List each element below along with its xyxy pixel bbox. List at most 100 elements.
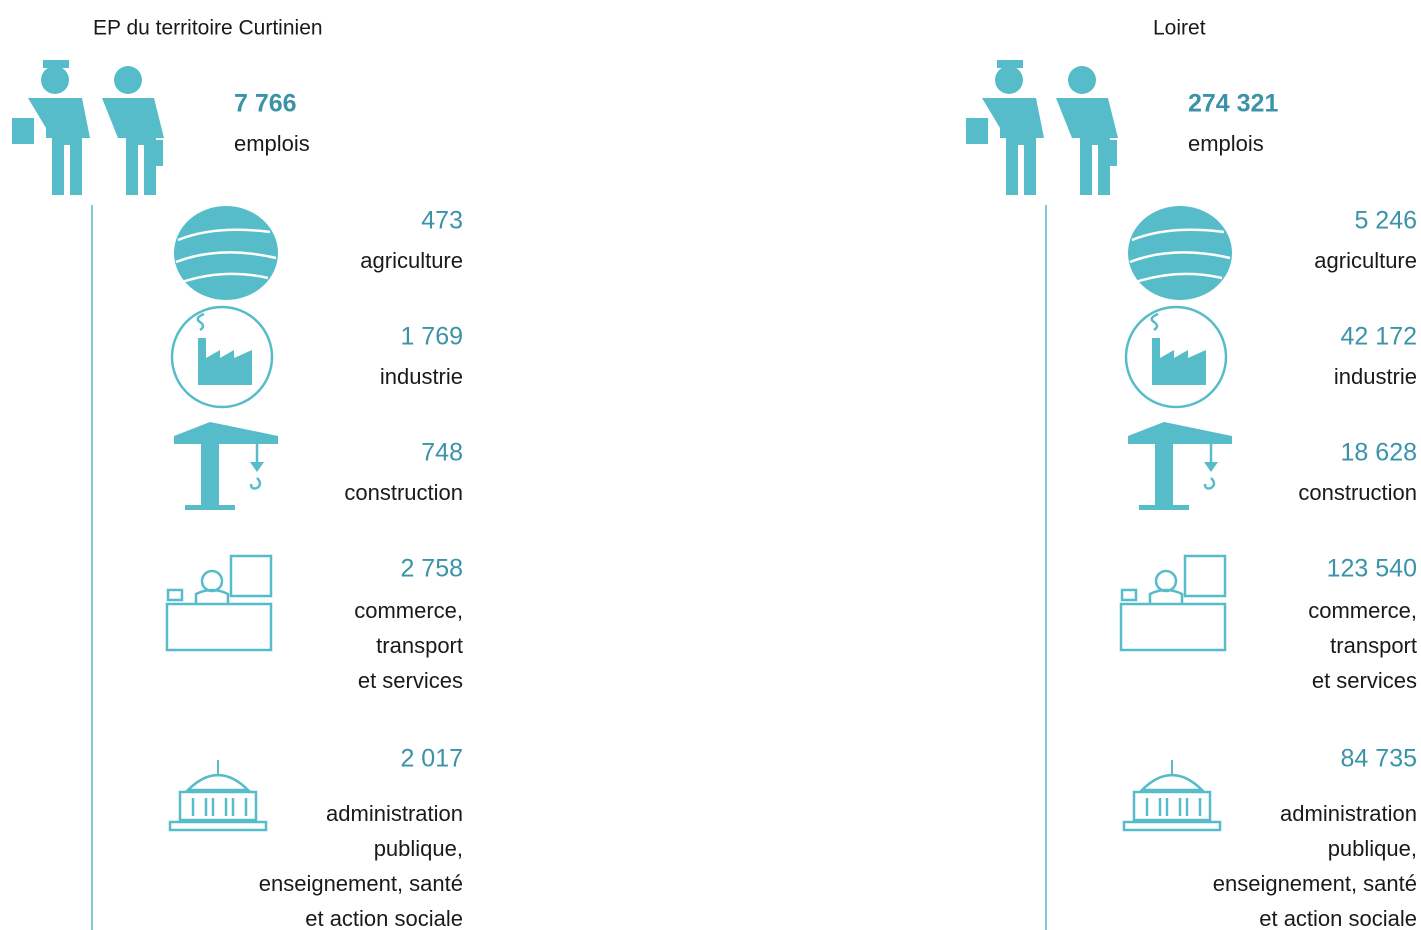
total-value: 7 766	[234, 90, 297, 118]
base	[185, 505, 235, 510]
sector-label: et services	[358, 668, 463, 693]
sector-value: 18 628	[1341, 439, 1417, 467]
panel: EP du territoire Curtinien 7 766emplois …	[12, 17, 463, 930]
head	[200, 569, 224, 593]
smoke	[196, 312, 205, 332]
administration-icon	[1122, 760, 1222, 832]
head	[995, 66, 1023, 94]
mast	[1155, 432, 1173, 505]
sector-label: enseignement, santé	[259, 871, 463, 896]
head	[1068, 66, 1096, 94]
construction-icon	[1128, 422, 1232, 510]
sector-label: et action sociale	[1259, 906, 1417, 930]
dome	[184, 773, 252, 792]
facade	[178, 790, 258, 822]
hook	[1203, 477, 1216, 490]
sector-label: publique,	[374, 836, 463, 861]
mast	[201, 432, 219, 505]
sector-value: 84 735	[1341, 745, 1417, 773]
ring	[170, 305, 274, 409]
smoke	[1150, 312, 1159, 332]
commerce-icon	[165, 554, 273, 652]
sector-label: agriculture	[1314, 248, 1417, 273]
sector-label: industrie	[380, 364, 463, 389]
workers-icon	[12, 60, 164, 195]
sector-value: 748	[421, 439, 463, 467]
panel-title: EP du territoire Curtinien	[93, 17, 323, 40]
sector-value: 1 769	[400, 323, 463, 351]
industry-icon	[170, 305, 274, 409]
factory	[198, 338, 252, 385]
industry-icon	[1124, 305, 1228, 409]
sector-label: construction	[1298, 480, 1417, 505]
briefcase	[152, 140, 163, 166]
agriculture-icon	[174, 206, 278, 300]
base	[1139, 505, 1189, 510]
steps	[1122, 820, 1222, 832]
register	[166, 588, 184, 602]
agriculture-icon	[1128, 206, 1232, 300]
sector-label: enseignement, santé	[1213, 871, 1417, 896]
head	[1154, 569, 1178, 593]
sector-value: 5 246	[1354, 207, 1417, 235]
hook	[249, 477, 262, 490]
factory	[1152, 338, 1206, 385]
sector-label: commerce,	[1308, 598, 1417, 623]
panel: Loiret 274 321 emplois 5 246 agriculture 4…	[966, 17, 1417, 930]
body	[1148, 588, 1184, 604]
total-label: emplois	[1188, 131, 1264, 156]
sector-value: 473	[421, 207, 463, 235]
workers-icon	[966, 60, 1118, 195]
sector-label: industrie	[1334, 364, 1417, 389]
pulley	[1204, 462, 1218, 472]
body	[194, 588, 230, 604]
columns	[191, 798, 248, 816]
jib	[174, 422, 278, 444]
dome	[1138, 773, 1206, 792]
sector-label: administration	[326, 801, 463, 826]
sector-label: et action sociale	[305, 906, 463, 930]
sector-label: transport	[376, 633, 463, 658]
columns	[1145, 798, 1202, 816]
register	[1120, 588, 1138, 602]
sector-label: agriculture	[360, 248, 463, 273]
shelf	[1183, 554, 1227, 598]
sector-value: 2 017	[400, 745, 463, 773]
furrows	[1129, 228, 1231, 284]
sector-value: 123 540	[1327, 555, 1417, 583]
sector-label: administration	[1280, 801, 1417, 826]
commerce-icon	[1119, 554, 1227, 652]
sector-label: et services	[1312, 668, 1417, 693]
sector-value: 2 758	[400, 555, 463, 583]
facade	[1132, 790, 1212, 822]
total-label: emplois	[234, 131, 310, 156]
total-value: 274 321	[1188, 90, 1278, 118]
briefcase	[1106, 140, 1117, 166]
panel-title: Loiret	[1153, 17, 1206, 40]
sector-label: transport	[1330, 633, 1417, 658]
cap	[997, 60, 1023, 68]
administration-icon	[168, 760, 268, 832]
steps	[168, 820, 268, 832]
businessman	[1056, 98, 1118, 195]
businessman	[102, 98, 164, 195]
head	[41, 66, 69, 94]
construction-icon	[174, 422, 278, 510]
case	[966, 118, 988, 144]
sector-label: construction	[344, 480, 463, 505]
sector-value: 42 172	[1341, 323, 1417, 351]
pulley	[250, 462, 264, 472]
ring	[1124, 305, 1228, 409]
shelf	[229, 554, 273, 598]
sector-label: commerce,	[354, 598, 463, 623]
case	[12, 118, 34, 144]
worker	[982, 98, 1044, 195]
furrows	[175, 228, 277, 284]
sector-label: publique,	[1328, 836, 1417, 861]
worker	[28, 98, 90, 195]
jib	[1128, 422, 1232, 444]
counter	[1119, 602, 1227, 652]
head	[114, 66, 142, 94]
